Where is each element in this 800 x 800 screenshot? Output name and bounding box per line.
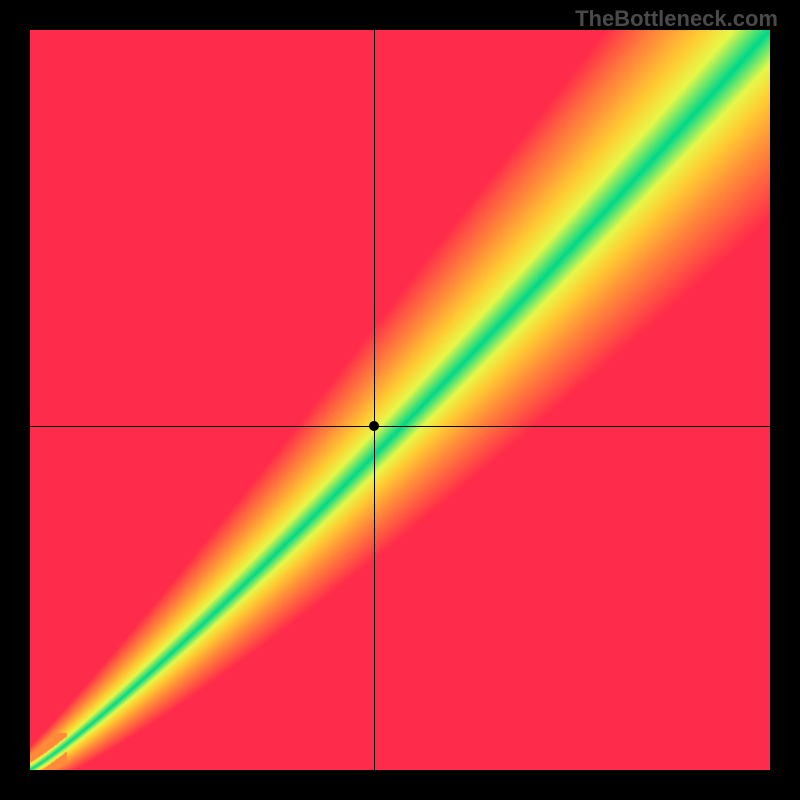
heatmap-canvas <box>30 30 770 770</box>
watermark-text: TheBottleneck.com <box>575 6 778 32</box>
crosshair-horizontal <box>30 426 770 427</box>
marker-dot <box>369 421 379 431</box>
heatmap-plot <box>30 30 770 770</box>
crosshair-vertical <box>374 30 375 770</box>
